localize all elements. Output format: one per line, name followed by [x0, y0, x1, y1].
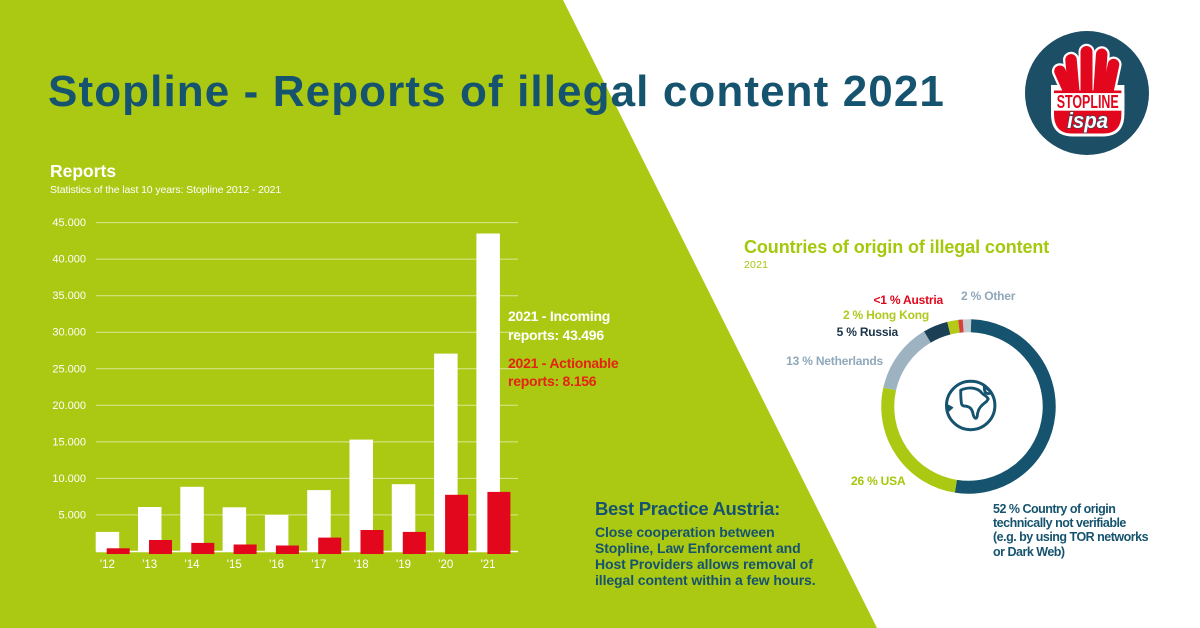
svg-text:30.000: 30.000 [52, 327, 86, 339]
svg-text:'13: '13 [142, 559, 157, 571]
svg-text:20.000: 20.000 [52, 400, 86, 412]
svg-text:'16: '16 [269, 559, 284, 571]
svg-text:'12: '12 [100, 559, 115, 571]
svg-text:'19: '19 [396, 559, 411, 571]
svg-text:'21: '21 [481, 559, 496, 571]
svg-text:ispa: ispa [1067, 108, 1108, 133]
svg-text:15.000: 15.000 [52, 436, 86, 448]
svg-text:45.000: 45.000 [52, 217, 86, 229]
svg-text:'17: '17 [311, 559, 326, 571]
svg-text:35.000: 35.000 [52, 290, 86, 302]
svg-text:'20: '20 [438, 559, 453, 571]
svg-text:'14: '14 [185, 559, 201, 571]
svg-text:40.000: 40.000 [52, 254, 86, 266]
svg-text:10.000: 10.000 [52, 473, 86, 485]
svg-text:5.000: 5.000 [58, 509, 86, 521]
svg-text:'18: '18 [354, 559, 369, 571]
svg-text:STOPLINE: STOPLINE [1057, 91, 1119, 112]
svg-text:'15: '15 [227, 559, 242, 571]
svg-text:25.000: 25.000 [52, 363, 86, 375]
